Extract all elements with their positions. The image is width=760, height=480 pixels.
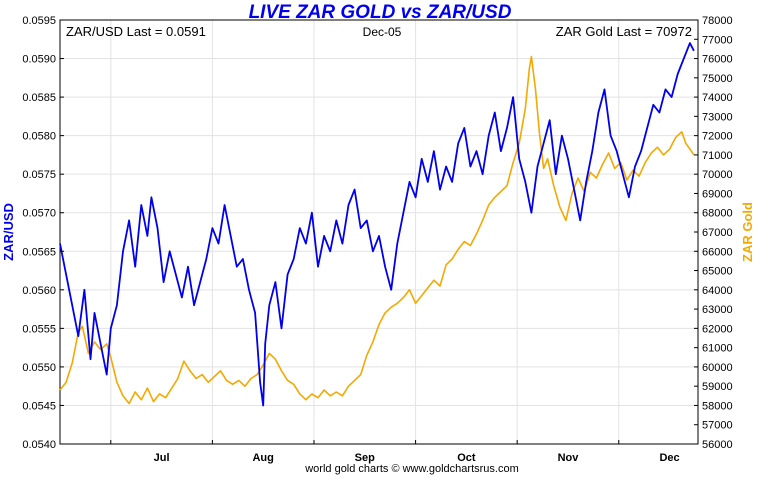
right-annotation: ZAR Gold Last = 70972 bbox=[556, 24, 692, 39]
right-tick-label: 76000 bbox=[702, 54, 733, 66]
left-tick-label: 0.0550 bbox=[22, 362, 56, 374]
right-tick-label: 73000 bbox=[702, 111, 733, 123]
x-tick-label: Dec bbox=[659, 452, 679, 464]
right-axis-label: ZAR Gold bbox=[740, 202, 755, 262]
right-tick-label: 58000 bbox=[702, 400, 733, 412]
right-tick-label: 77000 bbox=[702, 34, 733, 46]
right-tick-label: 56000 bbox=[702, 439, 733, 451]
right-axis-ticks: 56000 57000 58000 59000 60000 61000 62000 63000… bbox=[694, 15, 733, 451]
zar-usd-series-line bbox=[59, 42, 695, 407]
left-tick-label: 0.0590 bbox=[22, 54, 56, 66]
right-tick-label: 59000 bbox=[702, 381, 733, 393]
center-annotation: Dec-05 bbox=[363, 25, 402, 39]
right-tick-label: 68000 bbox=[702, 208, 733, 220]
right-tick-label: 74000 bbox=[702, 92, 733, 104]
series-layer bbox=[59, 42, 695, 407]
right-tick-label: 75000 bbox=[702, 73, 733, 85]
right-tick-label: 65000 bbox=[702, 266, 733, 278]
left-tick-label: 0.0595 bbox=[22, 15, 56, 27]
right-tick-label: 62000 bbox=[702, 323, 733, 335]
right-tick-label: 69000 bbox=[702, 188, 733, 200]
left-axis-ticks: 0.0540 0.0545 0.0550 0.0555 0.0560 0.0565 0.05… bbox=[22, 15, 64, 451]
right-tick-label: 60000 bbox=[702, 362, 733, 374]
zar-gold-series-line bbox=[59, 55, 695, 405]
right-tick-label: 71000 bbox=[702, 150, 733, 162]
left-tick-label: 0.0575 bbox=[22, 169, 56, 181]
right-tick-label: 70000 bbox=[702, 169, 733, 181]
left-tick-label: 0.0560 bbox=[22, 285, 56, 297]
x-tick-label: Sep bbox=[355, 452, 375, 464]
x-tick-label: Oct bbox=[457, 452, 476, 464]
chart-title: LIVE ZAR GOLD vs ZAR/USD bbox=[249, 2, 512, 23]
plot-frame bbox=[59, 19, 699, 445]
right-tick-label: 64000 bbox=[702, 285, 733, 297]
x-tick-label: Aug bbox=[252, 452, 273, 464]
left-tick-label: 0.0540 bbox=[22, 439, 56, 451]
right-tick-label: 63000 bbox=[702, 304, 733, 316]
x-tick-label: Nov bbox=[558, 452, 580, 464]
left-tick-label: 0.0555 bbox=[22, 323, 56, 335]
right-tick-label: 66000 bbox=[702, 246, 733, 258]
left-tick-label: 0.0580 bbox=[22, 131, 56, 143]
left-tick-label: 0.0565 bbox=[22, 246, 56, 258]
left-tick-label: 0.0545 bbox=[22, 400, 56, 412]
right-tick-label: 57000 bbox=[702, 420, 733, 432]
grid-lines bbox=[60, 19, 698, 445]
left-tick-label: 0.0585 bbox=[22, 92, 56, 104]
right-tick-label: 78000 bbox=[702, 15, 733, 27]
x-tick-label: Jul bbox=[154, 452, 170, 464]
right-tick-label: 67000 bbox=[702, 227, 733, 239]
left-tick-label: 0.0570 bbox=[22, 208, 56, 220]
right-tick-label: 61000 bbox=[702, 343, 733, 355]
x-axis-ticks: Jul Aug Sep Oct Nov Dec bbox=[110, 440, 680, 464]
left-annotation: ZAR/USD Last = 0.0591 bbox=[66, 24, 206, 39]
footer-credit: world gold charts © www.goldchartsrus.co… bbox=[304, 463, 519, 475]
left-axis-label: ZAR/USD bbox=[1, 203, 16, 261]
right-tick-label: 72000 bbox=[702, 131, 733, 143]
